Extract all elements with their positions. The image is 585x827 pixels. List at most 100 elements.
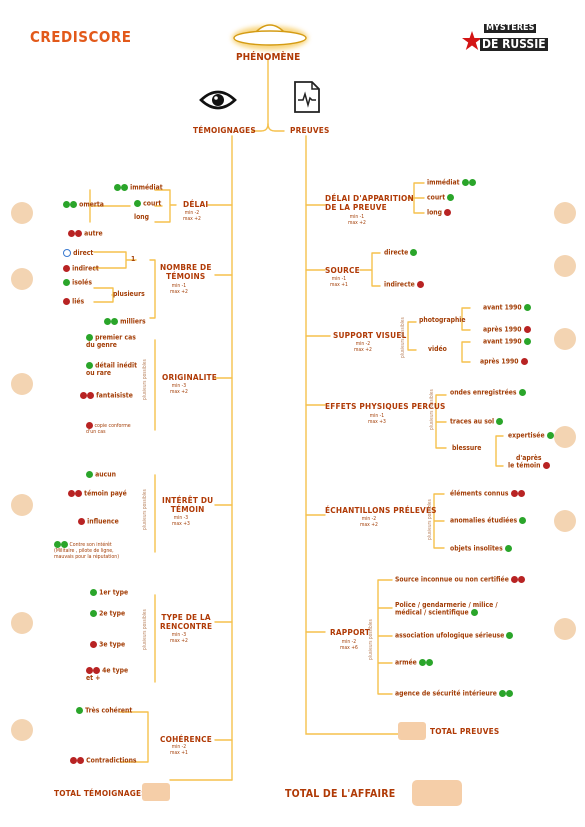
plus-icon xyxy=(114,184,121,191)
rapport-source: Source inconnue ou non certifiée xyxy=(395,576,525,584)
echantillons-connus: éléments connus xyxy=(450,490,525,498)
echantillons-minmax: min -2 max +2 xyxy=(360,516,378,528)
preuve-delai-long: long xyxy=(427,209,452,217)
phenomene-title: PHÉNOMÈNE xyxy=(236,52,301,63)
orig-fantaisiste: fantaisiste xyxy=(80,392,133,400)
effets-traces: traces au sol xyxy=(450,418,504,426)
plus-icon xyxy=(63,279,70,286)
effets-ondes: ondes enregistrées xyxy=(450,389,526,397)
minus-icon xyxy=(80,392,87,399)
punch-hole xyxy=(554,328,576,350)
rapport-police: Police / gendarmerie / milice / médical … xyxy=(395,601,498,617)
support-minmax: min -2 max +2 xyxy=(354,341,372,353)
plus-icon xyxy=(54,541,61,548)
punch-hole xyxy=(554,426,576,448)
interet-aucun: aucun xyxy=(86,471,116,479)
punch-hole xyxy=(554,202,576,224)
interet-paye: témoin payé xyxy=(68,490,127,498)
plus-icon xyxy=(111,318,118,325)
minus-icon xyxy=(510,490,518,497)
rencontre-vertical-note: plusieurs possibles xyxy=(143,609,148,650)
delai-autre: autre xyxy=(68,230,103,238)
rapport-title: RAPPORT xyxy=(330,627,371,637)
orig-detail: détail inédit ou rare xyxy=(86,361,138,377)
plus-icon xyxy=(76,707,83,714)
plus-icon xyxy=(468,179,476,186)
plus-icon xyxy=(410,249,418,256)
effets-title: EFFETS PHYSIQUES PERCUS xyxy=(325,401,446,411)
total-affaire-box[interactable] xyxy=(412,780,462,806)
interet-influence: influence xyxy=(78,518,119,526)
support-photo: photographie xyxy=(419,316,466,324)
rencontre-title: TYPE DE LA RENCONTRE xyxy=(160,612,213,631)
plus-icon xyxy=(134,200,141,207)
plus-icon xyxy=(86,334,93,341)
rapport-armee: armée xyxy=(395,659,433,667)
nombre-lies: liés xyxy=(63,298,84,306)
echantillons-title: ÉCHANTILLONS PRÉLEVÉS xyxy=(325,505,437,515)
minus-icon xyxy=(86,422,93,429)
rencontre-3: 3e type xyxy=(90,641,125,649)
minus-icon xyxy=(68,230,75,237)
total-temoignages-box[interactable] xyxy=(142,783,170,801)
coherence-tres: Très cohérent xyxy=(76,707,132,715)
minus-icon xyxy=(86,667,93,674)
total-preuves-box[interactable] xyxy=(398,722,426,740)
mysteres-de-russie-logo: MYSTÈRES DE RUSSIE xyxy=(462,23,560,56)
orig-minmax: min -3 max +2 xyxy=(170,383,188,395)
coherence-contra: Contradictions xyxy=(70,757,137,765)
plus-icon xyxy=(86,471,93,478)
plus-icon xyxy=(86,362,93,369)
delai-immediat: immédiat xyxy=(114,184,163,192)
plus-icon xyxy=(470,609,478,617)
interet-contre: Contre son intérêt (Militaire , pilote d… xyxy=(54,541,120,560)
plus-icon xyxy=(425,659,433,666)
support-vertical-note: plusieurs possibles xyxy=(401,317,406,358)
echantillons-vertical-note: plusieurs possibles xyxy=(428,499,433,540)
effets-expertisee: expertisée xyxy=(508,432,554,440)
minus-icon xyxy=(75,230,82,237)
delai-omerta: omerta xyxy=(63,201,104,209)
minus-icon xyxy=(77,757,84,764)
minus-icon xyxy=(70,757,77,764)
punch-hole xyxy=(554,618,576,640)
minus-icon xyxy=(518,576,525,583)
interet-title: INTÉRÊT DU TÉMOIN xyxy=(162,495,214,514)
source-title: SOURCE xyxy=(325,265,360,275)
punch-hole xyxy=(11,373,33,395)
effets-vertical-note: plusieurs possibles xyxy=(430,389,435,430)
nombre-minmax: min -1 max +2 xyxy=(170,283,188,295)
preuve-delai-minmax: min -1 max +2 xyxy=(348,214,366,226)
nombre-title: NOMBRE DE TÉMOINS xyxy=(160,262,212,281)
crediscore-logo: CREDISCORE xyxy=(30,28,132,46)
minus-icon xyxy=(523,326,531,333)
delai-court: court xyxy=(134,200,161,208)
plus-icon xyxy=(104,318,111,325)
minus-icon xyxy=(75,490,82,497)
plus-icon xyxy=(506,690,514,697)
effets-blessure: blessure xyxy=(452,444,482,452)
neutral-icon xyxy=(63,249,71,257)
effets-apres: d'après le témoin xyxy=(508,455,550,470)
minus-icon xyxy=(517,490,525,497)
plus-icon xyxy=(461,179,469,186)
punch-hole xyxy=(11,719,33,741)
support-video: vidéo xyxy=(428,345,447,353)
delai-minmax: min -2 max +2 xyxy=(183,210,201,222)
punch-hole xyxy=(11,612,33,634)
punch-hole xyxy=(554,255,576,277)
orig-copie: copie conforme d'un cas xyxy=(86,422,131,435)
minus-icon xyxy=(511,576,518,583)
delai-title: DÉLAI xyxy=(183,199,209,209)
minus-icon xyxy=(87,392,94,399)
minus-icon xyxy=(63,265,70,272)
plus-icon xyxy=(418,659,426,666)
source-directe: directe xyxy=(384,249,418,257)
preuve-delai-title: DÉLAI D'APPARITION DE LA PREUVE xyxy=(325,193,414,212)
coherence-minmax: min -2 max +1 xyxy=(170,744,188,756)
plus-icon xyxy=(121,184,128,191)
minus-icon xyxy=(416,281,424,288)
nombre-plusieurs: plusieurs xyxy=(113,290,145,298)
echantillons-anomalies: anomalies étudiées xyxy=(450,517,527,525)
